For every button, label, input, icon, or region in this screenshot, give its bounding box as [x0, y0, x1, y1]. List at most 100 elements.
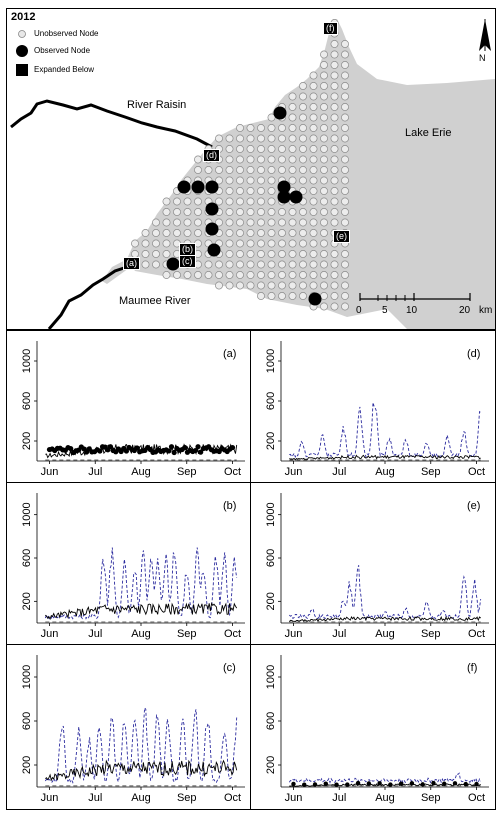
y-tick-label: 200: [21, 592, 33, 610]
unobserved-node: [320, 50, 328, 59]
unobserved-node: [320, 113, 328, 122]
observed-node: [273, 106, 287, 120]
unobserved-node: [152, 250, 160, 258]
unobserved-node: [204, 260, 213, 269]
observed-point: [123, 448, 130, 454]
observed-point: [366, 781, 372, 786]
unobserved-node: [257, 197, 265, 206]
unobserved-node: [257, 229, 265, 237]
unobserved-node: [299, 281, 307, 290]
observed-node: [277, 180, 291, 194]
unobserved-node: [267, 145, 276, 153]
legend-unobserved-symbol: [18, 30, 26, 38]
unobserved-node: [215, 166, 223, 174]
observed-point: [420, 782, 425, 787]
observed-point: [134, 445, 140, 451]
map-year: 2012: [11, 11, 36, 23]
unobserved-node: [288, 92, 297, 101]
unobserved-node: [278, 281, 286, 290]
x-tick-label: Oct: [468, 466, 485, 478]
unobserved-node: [257, 176, 265, 185]
unobserved-node: [320, 229, 328, 237]
unobserved-node: [320, 71, 328, 80]
observed-point: [195, 444, 201, 450]
unobserved-node: [341, 155, 349, 164]
unobserved-node: [173, 218, 181, 227]
unobserved-node: [278, 155, 286, 164]
observed-point: [291, 781, 296, 787]
unobserved-node: [341, 302, 349, 311]
unobserved-node: [267, 134, 276, 143]
unobserved-node: [236, 208, 244, 216]
x-tick-label: Sep: [177, 466, 197, 478]
unobserved-node: [236, 166, 244, 174]
unobserved-node: [330, 50, 339, 59]
unobserved-node: [330, 218, 339, 227]
chart-panel-d: 200 600 1000 Jun Jul Aug Sep Oct (d): [250, 330, 496, 484]
y-tick-label: 1000: [265, 349, 277, 373]
unobserved-node: [288, 113, 297, 122]
y-tick-label: 1000: [21, 665, 33, 689]
unobserved-node: [341, 92, 349, 101]
label-maumee-river: Maumee River: [119, 295, 191, 307]
unobserved-node: [246, 124, 255, 132]
unobserved-node: [141, 250, 150, 258]
unobserved-node: [299, 166, 307, 174]
panel-label: (f): [467, 662, 477, 674]
unobserved-node: [309, 134, 318, 143]
x-tick-label: Jul: [88, 466, 102, 478]
unobserved-node: [267, 197, 276, 206]
y-tick-label: 600: [21, 712, 33, 730]
unobserved-node: [267, 187, 276, 195]
x-tick-label: Jun: [285, 792, 303, 804]
chart-panel-a: 200 600 1000 Jun Jul Aug Sep Oct (a): [6, 330, 252, 484]
observed-point: [388, 782, 393, 787]
unobserved-node: [288, 103, 297, 111]
unobserved-node: [288, 250, 297, 258]
unobserved-node: [225, 187, 234, 195]
unobserved-node: [131, 239, 139, 248]
unobserved-node: [288, 155, 297, 164]
unobserved-node: [246, 176, 255, 185]
unobserved-node: [341, 124, 349, 132]
unobserved-node: [246, 239, 255, 248]
unobserved-node: [309, 218, 318, 227]
observed-point: [171, 449, 177, 456]
unobserved-node: [267, 271, 276, 279]
chart-panel-f: 200 600 1000 Jun Jul Aug Sep Oct (f): [250, 644, 496, 810]
unobserved-node: [152, 239, 160, 248]
unobserved-node: [215, 281, 223, 290]
unobserved-node: [299, 155, 307, 164]
unobserved-node: [173, 197, 181, 206]
unobserved-node: [246, 134, 255, 143]
unobserved-node: [257, 166, 265, 174]
unobserved-node: [225, 229, 234, 237]
unobserved-node: [341, 50, 349, 59]
x-tick-label: Aug: [375, 466, 395, 478]
unobserved-node: [288, 208, 297, 216]
y-tick-label: 600: [21, 392, 33, 410]
unobserved-node: [278, 166, 286, 174]
unobserved-node: [225, 208, 234, 216]
observed-node: [191, 180, 205, 194]
unobserved-node: [309, 197, 318, 206]
observed-point: [182, 444, 188, 451]
observed-point: [452, 781, 458, 786]
unobserved-node: [278, 208, 286, 216]
map-panel: 2012 Unobserved Node Observed Node Expan…: [6, 8, 496, 330]
unobserved-node: [330, 82, 339, 90]
unobserved-node: [246, 145, 255, 153]
unobserved-node: [288, 145, 297, 153]
unobserved-node: [288, 134, 297, 143]
north-label: N: [479, 53, 486, 63]
unobserved-node: [278, 292, 286, 300]
x-tick-label: Jul: [332, 792, 346, 804]
unobserved-node: [194, 197, 202, 206]
unobserved-node: [183, 271, 192, 279]
unobserved-node: [320, 281, 328, 290]
series-solid-f: [289, 783, 481, 787]
chart-svg-f: 200 600 1000 Jun Jul Aug Sep Oct (f): [265, 655, 489, 804]
unobserved-node: [330, 281, 339, 290]
unobserved-node: [299, 260, 307, 269]
y-tick-label: 200: [265, 432, 277, 450]
